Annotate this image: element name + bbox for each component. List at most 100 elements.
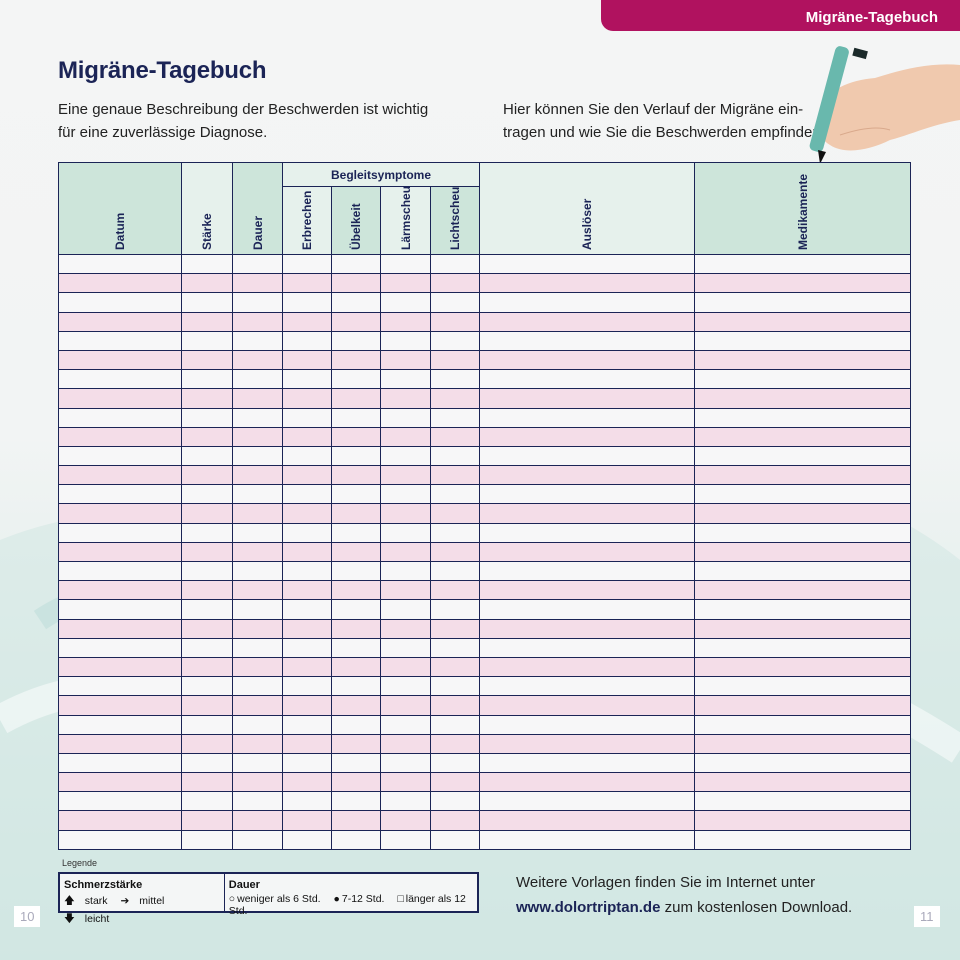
table-cell[interactable] <box>232 253 283 275</box>
table-cell[interactable] <box>232 426 283 447</box>
table-cell[interactable] <box>232 407 283 428</box>
table-cell[interactable] <box>181 369 233 390</box>
table-cell[interactable] <box>282 637 332 658</box>
table-cell[interactable] <box>232 292 283 313</box>
table-cell[interactable] <box>429 772 481 793</box>
table-cell[interactable] <box>282 273 332 294</box>
table-cell[interactable] <box>479 253 696 275</box>
table-cell[interactable] <box>232 541 283 563</box>
table-cell[interactable] <box>694 791 912 812</box>
table-cell[interactable] <box>232 810 283 831</box>
table-cell[interactable] <box>282 445 332 467</box>
table-cell[interactable] <box>479 714 696 735</box>
table-cell[interactable] <box>232 445 283 467</box>
table-cell[interactable] <box>232 522 283 543</box>
table-cell[interactable] <box>282 752 332 774</box>
table-cell[interactable] <box>479 426 696 447</box>
table-cell[interactable] <box>232 580 283 601</box>
table-cell[interactable] <box>694 388 912 409</box>
table-cell[interactable] <box>282 407 332 428</box>
table-cell[interactable] <box>380 484 431 505</box>
table-cell[interactable] <box>181 330 233 351</box>
table-cell[interactable] <box>181 273 233 294</box>
table-cell[interactable] <box>181 714 233 735</box>
table-cell[interactable] <box>58 369 182 390</box>
table-cell[interactable] <box>380 388 431 409</box>
table-cell[interactable] <box>58 637 182 658</box>
table-cell[interactable] <box>694 426 912 447</box>
table-cell[interactable] <box>429 330 481 351</box>
table-cell[interactable] <box>232 714 283 735</box>
table-cell[interactable] <box>181 791 233 812</box>
table-cell[interactable] <box>479 484 696 505</box>
table-cell[interactable] <box>331 292 381 313</box>
table-cell[interactable] <box>331 311 381 332</box>
table-cell[interactable] <box>479 580 696 601</box>
table-cell[interactable] <box>282 541 332 563</box>
table-cell[interactable] <box>232 618 283 639</box>
table-cell[interactable] <box>181 541 233 563</box>
table-cell[interactable] <box>429 752 481 774</box>
table-cell[interactable] <box>380 772 431 793</box>
website-link[interactable]: www.dolortriptan.de <box>516 899 661 916</box>
table-cell[interactable] <box>380 656 431 678</box>
table-cell[interactable] <box>380 445 431 467</box>
table-cell[interactable] <box>58 714 182 735</box>
table-cell[interactable] <box>429 503 481 524</box>
table-cell[interactable] <box>181 484 233 505</box>
table-cell[interactable] <box>380 273 431 294</box>
table-cell[interactable] <box>181 618 233 639</box>
table-cell[interactable] <box>380 560 431 582</box>
table-cell[interactable] <box>58 695 182 716</box>
table-cell[interactable] <box>181 388 233 409</box>
table-cell[interactable] <box>694 733 912 754</box>
table-cell[interactable] <box>694 752 912 774</box>
table-cell[interactable] <box>58 426 182 447</box>
table-cell[interactable] <box>479 445 696 467</box>
table-cell[interactable] <box>58 676 182 697</box>
table-cell[interactable] <box>429 273 481 294</box>
table-cell[interactable] <box>429 637 481 658</box>
table-cell[interactable] <box>429 445 481 467</box>
table-cell[interactable] <box>232 560 283 582</box>
table-cell[interactable] <box>331 618 381 639</box>
table-cell[interactable] <box>331 522 381 543</box>
table-cell[interactable] <box>429 676 481 697</box>
table-cell[interactable] <box>479 637 696 658</box>
table-cell[interactable] <box>58 580 182 601</box>
table-cell[interactable] <box>181 637 233 658</box>
table-cell[interactable] <box>232 599 283 620</box>
table-cell[interactable] <box>331 772 381 793</box>
table-cell[interactable] <box>282 618 332 639</box>
table-cell[interactable] <box>429 580 481 601</box>
table-cell[interactable] <box>232 772 283 793</box>
table-cell[interactable] <box>331 388 381 409</box>
table-cell[interactable] <box>282 349 332 371</box>
table-cell[interactable] <box>380 676 431 697</box>
table-cell[interactable] <box>694 503 912 524</box>
table-cell[interactable] <box>282 522 332 543</box>
table-cell[interactable] <box>331 541 381 563</box>
table-cell[interactable] <box>232 388 283 409</box>
table-cell[interactable] <box>479 695 696 716</box>
table-cell[interactable] <box>282 311 332 332</box>
table-cell[interactable] <box>479 273 696 294</box>
table-cell[interactable] <box>429 484 481 505</box>
table-cell[interactable] <box>429 349 481 371</box>
table-cell[interactable] <box>58 388 182 409</box>
table-cell[interactable] <box>58 330 182 351</box>
table-cell[interactable] <box>429 311 481 332</box>
table-cell[interactable] <box>181 656 233 678</box>
table-cell[interactable] <box>380 522 431 543</box>
table-cell[interactable] <box>181 695 233 716</box>
table-cell[interactable] <box>331 369 381 390</box>
table-cell[interactable] <box>58 292 182 313</box>
table-cell[interactable] <box>479 522 696 543</box>
table-cell[interactable] <box>58 599 182 620</box>
table-cell[interactable] <box>181 829 233 850</box>
table-cell[interactable] <box>232 311 283 332</box>
table-cell[interactable] <box>331 560 381 582</box>
table-cell[interactable] <box>331 407 381 428</box>
table-cell[interactable] <box>232 676 283 697</box>
table-cell[interactable] <box>479 733 696 754</box>
